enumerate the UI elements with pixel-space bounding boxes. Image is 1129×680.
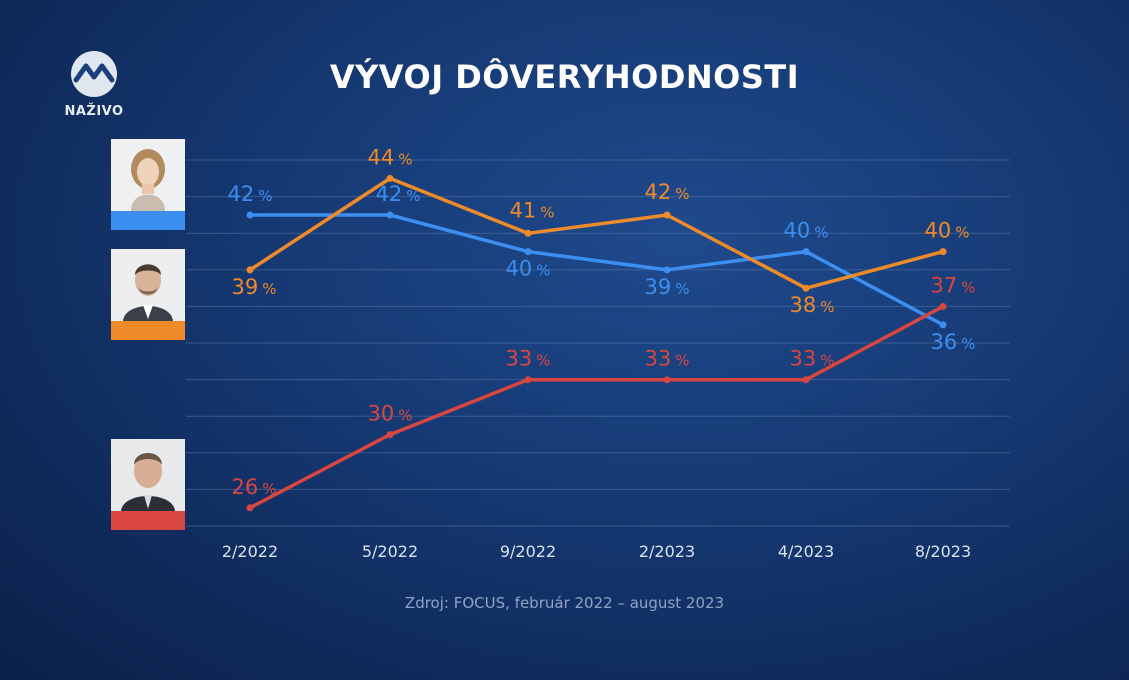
data-label: 40% [784, 219, 829, 243]
x-tick-label: 5/2022 [362, 542, 418, 561]
data-point [939, 248, 947, 256]
series-line-1 [250, 213, 944, 327]
channel-logo: NAŽIVO [62, 50, 126, 125]
data-point [524, 376, 532, 384]
data-point [663, 266, 671, 274]
data-label: 42% [228, 182, 273, 206]
data-point [386, 211, 394, 219]
data-label: 44% [368, 145, 413, 169]
data-label: 40% [506, 257, 551, 281]
data-point [802, 248, 810, 256]
series-line-2 [249, 176, 944, 290]
x-tick-label: 9/2022 [500, 542, 556, 561]
candidate-portrait-3 [111, 439, 185, 530]
data-point [524, 229, 532, 237]
candidate-color-bar-1 [111, 211, 185, 230]
chart-points [246, 174, 947, 512]
data-label: 30% [368, 402, 413, 426]
x-tick-label: 2/2022 [222, 542, 278, 561]
live-label: NAŽIVO [64, 104, 124, 119]
man-portrait-icon [111, 249, 185, 321]
data-label: 36% [931, 330, 976, 354]
data-label: 39% [232, 275, 277, 299]
chart-title: VÝVOJ DÔVERYHODNOSTI [329, 58, 800, 96]
data-point [246, 266, 254, 274]
series-line-3 [249, 304, 944, 510]
data-label: 37% [931, 274, 976, 298]
data-label: 33% [506, 347, 551, 371]
data-label: 26% [232, 475, 277, 499]
data-label: 33% [645, 347, 690, 371]
data-label: 39% [645, 275, 690, 299]
data-point [246, 504, 254, 512]
data-point [802, 284, 810, 292]
data-label: 40% [925, 219, 970, 243]
chart-x-axis: 2/2022 5/2022 9/2022 2/2023 4/2023 8/2023 [222, 542, 971, 561]
data-label: 33% [790, 347, 835, 371]
data-point [524, 248, 532, 256]
data-point [939, 321, 947, 329]
data-label: 42% [645, 180, 690, 204]
candidate-portrait-2 [111, 249, 185, 340]
markiza-m-icon [71, 51, 117, 97]
x-tick-label: 2/2023 [639, 542, 695, 561]
data-point [246, 211, 254, 219]
data-point [939, 303, 947, 310]
data-point [386, 174, 394, 182]
candidate-color-bar-2 [111, 321, 185, 340]
data-label: 38% [790, 293, 835, 317]
candidate-portrait-1 [111, 139, 185, 230]
data-label: 41% [510, 198, 555, 222]
candidate-color-bar-3 [111, 511, 185, 530]
data-label: 42% [376, 182, 421, 206]
data-point [802, 376, 810, 384]
x-tick-label: 8/2023 [915, 542, 971, 561]
data-point [663, 211, 671, 219]
chart-data-labels: 42% 42 % 40 % 39 % 40 % 36 % 39 % 44 % 41 % 42 % 38 % 40 % 26 % 3… [228, 145, 976, 498]
man-portrait-icon [111, 439, 185, 511]
data-point [663, 376, 671, 384]
data-point [386, 431, 394, 439]
x-tick-label: 4/2023 [778, 542, 834, 561]
source-note: Zdroj: FOCUS, február 2022 – august 2023 [404, 594, 725, 612]
woman-portrait-icon [111, 139, 185, 211]
chart-series [249, 176, 944, 510]
